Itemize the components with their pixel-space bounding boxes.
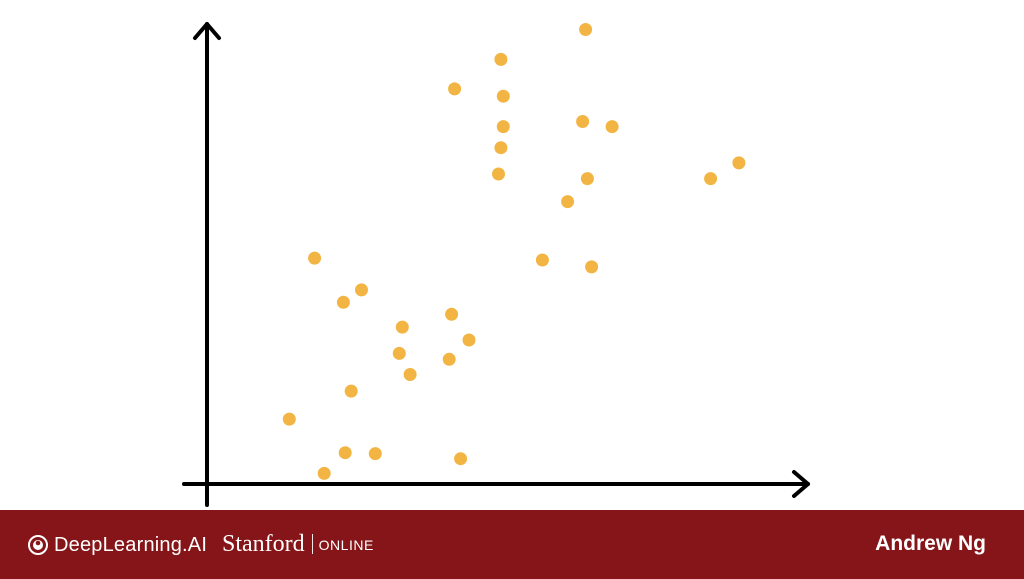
- data-point-12: [732, 156, 746, 170]
- brand-name: DeepLearning.AI: [54, 533, 208, 556]
- partner-suffix: ONLINE: [318, 537, 374, 553]
- author-name: Andrew Ng: [875, 532, 986, 555]
- data-point-7: [605, 120, 619, 134]
- y-axis: [193, 22, 221, 507]
- data-point-11: [704, 172, 718, 186]
- x-axis-arrowhead: [792, 470, 810, 498]
- data-point-3: [448, 82, 462, 96]
- data-point-1: [579, 23, 593, 36]
- data-point-6: [576, 115, 590, 128]
- data-point-13: [561, 195, 575, 209]
- data-point-22: [392, 346, 406, 360]
- data-point-8: [494, 141, 508, 155]
- data-point-4: [496, 89, 510, 103]
- footer-bar: DeepLearning.AI Stanford ONLINE Andrew N…: [0, 510, 1024, 579]
- data-point-29: [454, 452, 468, 466]
- y-axis-arrowhead: [193, 22, 221, 40]
- data-point-15: [585, 260, 599, 274]
- data-point-28: [368, 447, 382, 461]
- data-point-26: [282, 412, 296, 426]
- data-point-10: [580, 172, 594, 186]
- data-point-5: [496, 120, 510, 134]
- scatter-plot: [182, 22, 810, 507]
- data-point-17: [355, 283, 368, 297]
- data-points: [282, 23, 746, 480]
- stanford-online-brand: Stanford ONLINE: [222, 530, 374, 558]
- data-point-18: [336, 295, 350, 309]
- partner-name: Stanford: [222, 530, 305, 557]
- data-point-16: [308, 251, 322, 265]
- deeplearning-logo-icon: [28, 535, 48, 555]
- data-point-24: [403, 368, 417, 381]
- data-point-27: [338, 446, 352, 460]
- data-point-14: [535, 253, 549, 267]
- data-point-23: [442, 352, 456, 366]
- data-point-20: [395, 320, 409, 334]
- deeplearning-brand: DeepLearning.AI: [28, 532, 207, 558]
- data-point-25: [344, 384, 358, 398]
- data-point-30: [317, 466, 331, 480]
- x-axis: [182, 470, 810, 498]
- partner-divider: [311, 534, 313, 554]
- data-point-21: [462, 333, 476, 347]
- data-point-9: [492, 167, 505, 181]
- data-point-19: [445, 307, 459, 321]
- data-point-2: [494, 52, 508, 66]
